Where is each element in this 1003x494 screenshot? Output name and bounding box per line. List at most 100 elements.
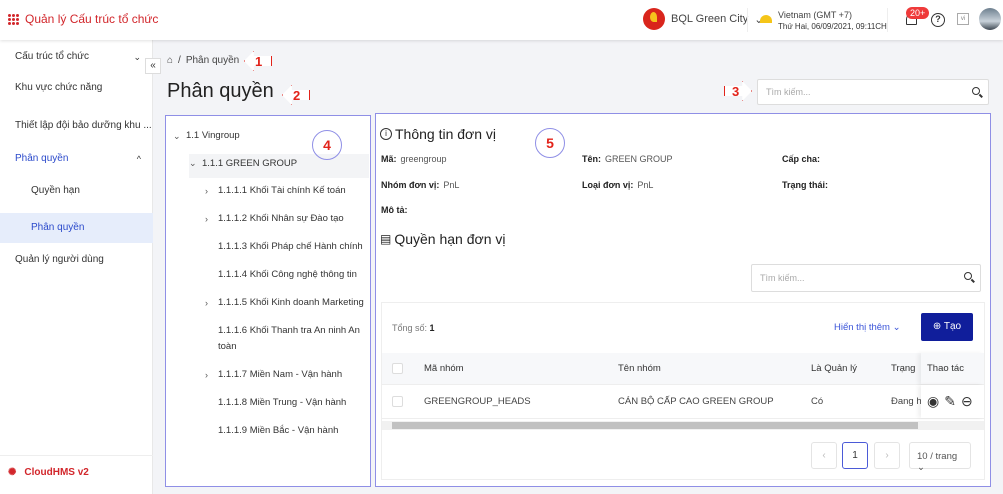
field-value: PnL (637, 180, 654, 190)
chevron-down-icon: ⌄ (917, 462, 925, 473)
field-label: Mã: (381, 154, 397, 164)
field-label: Nhóm đơn vị: (381, 180, 440, 190)
select-all-checkbox[interactable] (392, 363, 403, 374)
tree-node-label: 1.1.1.1 Khối Tài chính Kế toán (218, 185, 346, 196)
search-input[interactable]: Tìm kiếm... (757, 79, 989, 105)
sidebar-item-user-management[interactable]: Quản lý người dùng (0, 245, 153, 275)
weather-icon (760, 15, 772, 23)
page-button[interactable]: 1 (842, 442, 868, 469)
chevron-right-icon[interactable]: › (205, 298, 208, 308)
tree-node-label: 1.1.1.7 Miền Nam - Vận hành (218, 369, 343, 380)
tree-node-label: 1.1.1.9 Miền Bắc - Vận hành (218, 425, 339, 436)
scrollbar-thumb[interactable] (392, 422, 918, 429)
field-label: Trạng thái: (782, 180, 829, 190)
tree-node[interactable]: ⌄ 1.1 Vingroup (173, 128, 240, 144)
row-actions: ◉ ✎ ⊖ (921, 385, 984, 418)
chevron-right-icon[interactable]: › (205, 186, 208, 196)
sidebar-item-org-structure[interactable]: Cấu trúc tổ chức ⌄ (0, 42, 153, 72)
chevron-up-icon: ^ (136, 154, 141, 164)
cell-code: GREENGROUP_HEADS (424, 396, 531, 407)
info-icon: i (380, 128, 392, 140)
edit-icon[interactable]: ✎ (944, 393, 956, 409)
tree-node[interactable]: 1.1.1.4 Khối Công nghệ thông tin (218, 267, 357, 283)
sidebar-item-maintenance-team[interactable]: Thiết lập đội bảo dưỡng khu ... (0, 111, 153, 141)
divider (747, 8, 748, 32)
tree-node[interactable]: › 1.1.1.5 Khối Kinh doanh Marketing (205, 295, 364, 311)
column-header[interactable]: Mã nhóm (424, 363, 464, 374)
show-more-button[interactable]: Hiển thị thêm ⌄ (834, 322, 901, 333)
field-label: Loại đơn vị: (582, 180, 634, 190)
permissions-title: Quyền hạn đơn vị (394, 231, 506, 247)
field-value: greengroup (400, 154, 447, 164)
sidebar-item-label: Cấu trúc tổ chức (15, 51, 89, 62)
apps-grid-icon[interactable] (8, 13, 19, 25)
column-header[interactable]: Trạng (891, 363, 916, 374)
cell-name: CÁN BỘ CẤP CAO GREEN GROUP (618, 396, 774, 407)
chevron-down-icon[interactable]: ⌄ (189, 158, 197, 168)
notification-badge: 20+ (906, 7, 930, 19)
app-title[interactable]: Quản lý Cấu trúc tổ chức (8, 12, 158, 26)
total-count: Tổng số: 1 (392, 323, 435, 333)
chevron-down-icon: ⌄ (133, 52, 141, 62)
org-selector[interactable]: BQL Green City ⌄ (643, 8, 763, 30)
column-header[interactable]: Tên nhóm (618, 363, 661, 374)
table-row[interactable]: GREENGROUP_HEADS CÁN BỘ CẤP CAO GREEN GR… (382, 385, 984, 419)
search-icon[interactable] (964, 272, 972, 280)
sidebar-item-permissions[interactable]: Phân quyền ^ (0, 144, 153, 174)
timezone-info: Vietnam (GMT +7) Thứ Hai, 06/09/2021, 09:… (760, 10, 887, 31)
row-checkbox[interactable] (392, 396, 403, 407)
tree-node-label: 1.1.1.3 Khối Pháp chế Hành chính (218, 241, 363, 252)
sidebar-item-label: Phân quyền (15, 153, 69, 164)
column-header[interactable]: Là Quản lý (811, 363, 857, 374)
tree-node[interactable]: 1.1.1.6 Khối Thanh tra An ninh An toàn (218, 323, 363, 355)
unit-info-heading: i Thông tin đơn vị (380, 126, 496, 142)
tree-node[interactable]: › 1.1.1.2 Khối Nhân sự Đào tạo (205, 211, 344, 227)
prev-page-button[interactable]: ‹ (811, 442, 837, 469)
total-value: 1 (429, 323, 435, 333)
create-label: Tạo (943, 321, 962, 332)
collapse-sidebar-button[interactable]: « (145, 58, 161, 74)
create-button[interactable]: ⊕ Tạo (921, 313, 973, 341)
field-code: Mã: greengroup (381, 154, 447, 164)
page-size-select[interactable]: 10 / trang ⌄ (909, 442, 971, 473)
app-title-text: Quản lý Cấu trúc tổ chức (25, 12, 159, 26)
sidebar-item-label: Quản lý người dùng (15, 254, 104, 265)
search-icon[interactable] (972, 87, 980, 95)
permissions-table-card: Tổng số: 1 Hiển thị thêm ⌄ ⊕ Tạo Mã nhóm… (381, 302, 985, 480)
eye-icon[interactable]: ◉ (927, 393, 940, 409)
sidebar-item-functional-area[interactable]: Khu vực chức năng (0, 73, 153, 103)
chevron-right-icon[interactable]: › (205, 214, 208, 224)
divider (887, 8, 888, 32)
tree-node[interactable]: 1.1.1.9 Miền Bắc - Vận hành (218, 423, 338, 439)
tree-node[interactable]: 1.1.1.3 Khối Pháp chế Hành chính (218, 239, 363, 255)
avatar[interactable] (979, 8, 1001, 30)
sidebar-item-assign-permissions[interactable]: Phân quyền (0, 213, 153, 243)
tree-node[interactable]: › 1.1.1.7 Miền Nam - Vận hành (205, 367, 343, 383)
tree-node-label: 1.1 Vingroup (186, 130, 240, 141)
help-icon[interactable]: ? (931, 13, 945, 27)
field-description: Mô tả: (381, 205, 412, 215)
tree-node[interactable]: 1.1.1.8 Miền Trung - Vận hành (218, 395, 346, 411)
chevron-down-icon[interactable]: ⌄ (173, 131, 181, 141)
chevron-right-icon[interactable]: › (205, 370, 208, 380)
tree-node-selected[interactable]: ⌄ 1.1.1 GREEN GROUP (189, 154, 369, 178)
field-label: Tên: (582, 154, 601, 164)
sidebar-item-rights[interactable]: Quyền hạn (0, 176, 153, 206)
tree-node-label: 1.1.1.6 Khối Thanh tra An ninh An toàn (218, 325, 360, 352)
org-name: BQL Green City (671, 13, 749, 25)
next-page-button[interactable]: › (874, 442, 900, 469)
field-value: GREEN GROUP (605, 154, 673, 164)
detail-panel: i Thông tin đơn vị Mã: greengroup Tên: GREE… (375, 113, 991, 487)
permissions-search-input[interactable]: Tìm kiếm... (751, 264, 981, 292)
field-unit-group: Nhóm đơn vị: PnL (381, 180, 459, 190)
tree-node[interactable]: › 1.1.1.1 Khối Tài chính Kế toán (205, 183, 346, 199)
remove-icon[interactable]: ⊖ (960, 393, 973, 409)
field-name: Tên: GREEN GROUP (582, 154, 673, 164)
tree-node-label: 1.1.1.2 Khối Nhân sự Đào tạo (218, 213, 344, 224)
tree-node-label: 1.1.1.4 Khối Công nghệ thông tin (218, 269, 357, 280)
horizontal-scrollbar[interactable] (382, 421, 984, 430)
cell-manager: Có (811, 396, 824, 407)
language-switch[interactable]: vi (957, 13, 969, 25)
home-icon[interactable]: ⌂ (167, 55, 174, 66)
search-placeholder: Tìm kiếm... (760, 273, 805, 283)
